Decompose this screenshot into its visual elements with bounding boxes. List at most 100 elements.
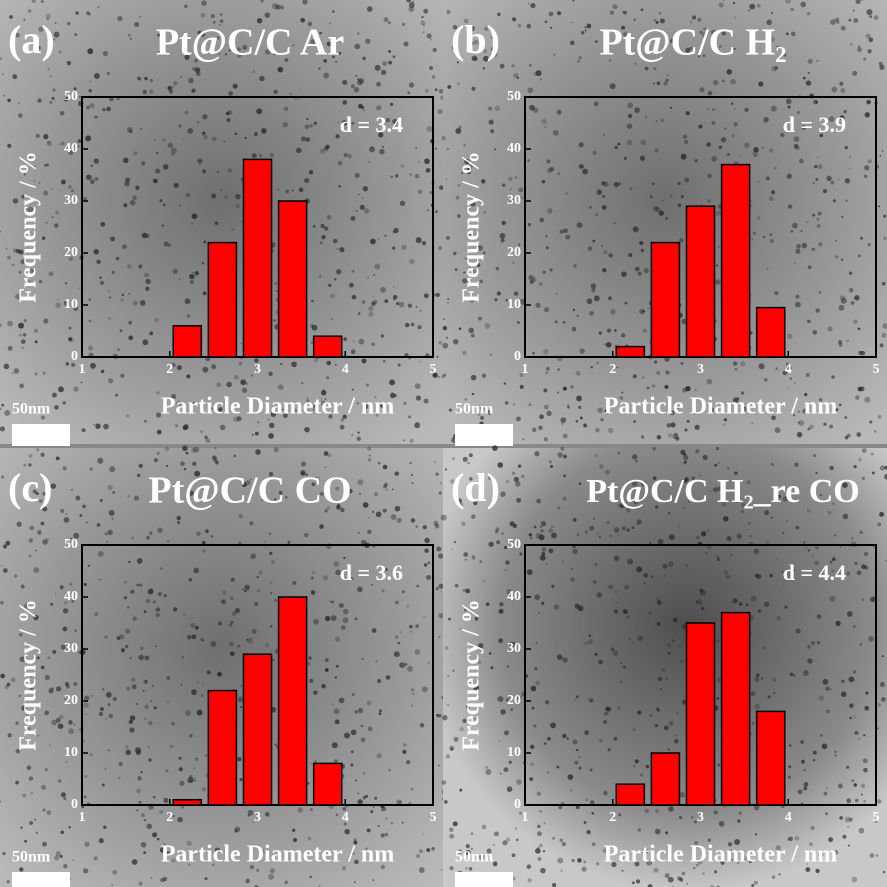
particle: [642, 848, 648, 855]
particle: [212, 21, 216, 24]
particle: [395, 600, 399, 605]
particle: [138, 463, 143, 469]
particle: [807, 265, 812, 270]
particle: [292, 828, 296, 832]
particle: [627, 102, 634, 109]
particle: [424, 537, 430, 544]
particle: [874, 820, 878, 824]
particle: [517, 23, 522, 28]
particle: [833, 849, 839, 856]
particle: [658, 676, 663, 682]
particle: [771, 190, 776, 195]
particle: [589, 800, 595, 805]
particle: [654, 505, 659, 509]
particle: [94, 115, 98, 119]
particle: [53, 31, 60, 38]
particle: [229, 651, 235, 657]
particle: [112, 490, 116, 494]
particle: [121, 649, 125, 653]
particle: [24, 839, 27, 843]
particle: [383, 17, 389, 23]
particle: [419, 360, 422, 363]
particle: [92, 423, 95, 426]
particle: [127, 495, 130, 498]
particle: [447, 298, 450, 301]
particle: [324, 668, 329, 672]
particle: [128, 719, 133, 725]
particle: [674, 739, 679, 744]
particle: [428, 815, 431, 818]
particle: [101, 783, 105, 787]
particle: [793, 414, 796, 417]
particle: [407, 303, 413, 308]
particle: [281, 408, 284, 411]
particle: [705, 551, 708, 555]
particle: [230, 596, 234, 600]
particle: [439, 185, 444, 190]
particle: [835, 239, 837, 242]
particle: [48, 688, 54, 694]
particle: [186, 314, 191, 318]
particle: [392, 246, 396, 250]
particle: [605, 341, 612, 348]
particle: [31, 0, 36, 3]
micrograph: [443, 448, 887, 887]
particle: [587, 697, 589, 700]
particle: [71, 600, 74, 603]
particle: [589, 698, 594, 703]
particle: [596, 592, 603, 598]
particle: [357, 531, 360, 534]
particle: [559, 838, 564, 843]
particle: [235, 193, 241, 200]
particle: [563, 474, 566, 478]
particle: [0, 323, 2, 327]
particle: [11, 372, 14, 375]
particle: [326, 506, 331, 510]
particle: [142, 689, 145, 692]
particle: [545, 371, 549, 374]
particle: [254, 431, 259, 436]
particle: [171, 152, 175, 156]
particle: [237, 53, 242, 58]
particle: [442, 373, 447, 377]
particle: [377, 237, 380, 240]
particle: [685, 111, 690, 116]
particle: [458, 327, 462, 331]
particle: [715, 264, 719, 267]
particle: [839, 115, 845, 121]
particle: [408, 415, 412, 419]
particle: [96, 523, 101, 527]
particle: [368, 454, 371, 457]
particle: [479, 560, 483, 564]
particle: [28, 538, 34, 543]
particle: [761, 147, 764, 149]
particle: [140, 841, 147, 848]
particle: [416, 853, 421, 858]
particle: [684, 460, 687, 464]
particle: [854, 798, 859, 803]
particle: [366, 6, 373, 12]
particle: [624, 584, 630, 590]
particle: [331, 55, 336, 59]
particle: [194, 757, 199, 761]
particle: [526, 23, 532, 29]
particle: [610, 647, 615, 652]
particle: [354, 617, 358, 621]
particle: [654, 808, 660, 814]
particle: [609, 534, 612, 538]
particle: [73, 386, 79, 392]
particle: [194, 470, 201, 477]
particle: [153, 706, 157, 710]
particle: [64, 282, 68, 285]
particle: [560, 869, 563, 872]
particle: [48, 271, 54, 277]
particle: [269, 868, 276, 874]
particle: [707, 173, 712, 179]
particle: [190, 623, 195, 628]
particle: [156, 151, 159, 155]
particle: [338, 602, 345, 609]
particle: [788, 743, 792, 747]
particle: [803, 782, 809, 787]
particle: [837, 783, 843, 789]
particle: [165, 769, 169, 773]
